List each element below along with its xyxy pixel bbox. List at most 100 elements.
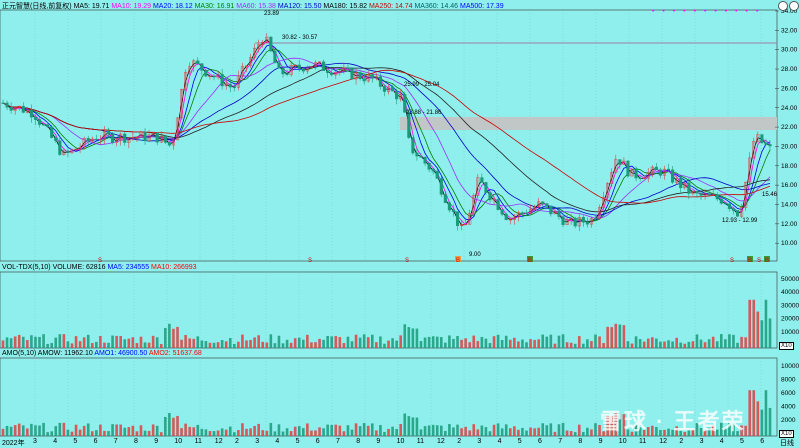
candle-body <box>175 117 180 141</box>
last-annotation: 15.46 <box>762 192 778 198</box>
month-label: 10 <box>396 438 405 445</box>
volume-bar <box>220 340 224 348</box>
amo-bar <box>444 430 447 436</box>
volume-bar <box>529 339 532 348</box>
volume-bar <box>752 299 756 348</box>
volume-bar <box>70 343 74 348</box>
candle-body <box>326 70 330 74</box>
candle-body <box>569 218 573 220</box>
volume-bar <box>573 343 577 348</box>
volume-bar <box>216 342 220 348</box>
candle-body <box>439 178 443 195</box>
candle-body <box>1 102 5 104</box>
zoom-in-button[interactable] <box>778 1 788 11</box>
amo-bar <box>659 429 662 436</box>
volume-unit-label: X10 <box>779 342 794 350</box>
volume-bar <box>423 337 427 348</box>
legend-item: MA500: 17.39 <box>458 3 504 10</box>
volume-bar <box>492 336 496 348</box>
candle-body <box>58 140 62 155</box>
amo-bar <box>322 428 325 436</box>
month-label: 4 <box>497 438 502 445</box>
volume-bar <box>241 334 244 348</box>
price-tick: 20.00 <box>781 143 798 150</box>
candle-body <box>484 182 488 193</box>
month-label: 2 <box>457 438 462 445</box>
candle-body <box>115 139 119 143</box>
volume-bar <box>606 326 609 348</box>
volume-bar <box>569 342 573 348</box>
candle-body <box>520 212 524 214</box>
amo-bar <box>517 429 520 436</box>
month-label: 5 <box>517 438 522 445</box>
candle-body <box>549 205 553 215</box>
volume-bar <box>346 336 350 348</box>
ma-line <box>2 62 771 216</box>
candle-body <box>447 202 451 211</box>
amo-bar <box>74 424 78 436</box>
volume-bar <box>500 339 504 348</box>
candle-body <box>382 86 387 92</box>
amo-bar <box>472 424 476 436</box>
buy-marker <box>764 256 770 262</box>
volume-bar <box>602 343 605 348</box>
signal-marker-label: S <box>98 258 102 264</box>
amo-bar <box>123 427 127 436</box>
volume-bar <box>683 343 687 348</box>
amo-tick: 10000 <box>781 363 799 370</box>
candle-body <box>764 142 768 145</box>
amo-bar <box>711 425 715 436</box>
volume-bar <box>399 335 403 348</box>
volume-bar <box>66 341 70 348</box>
volume-bar <box>184 334 187 348</box>
amo-bar <box>34 425 37 436</box>
candle-body <box>634 169 638 179</box>
volume-bar <box>273 343 277 348</box>
candle-body <box>455 211 460 226</box>
candle-body <box>163 135 167 143</box>
candle-body <box>740 207 744 217</box>
volume-bar <box>289 342 293 348</box>
candle-body <box>524 212 529 215</box>
volume-bar <box>30 335 33 348</box>
volume-bar <box>350 341 354 348</box>
candle-body <box>180 89 184 119</box>
volume-tick: 50000 <box>781 276 799 283</box>
candle-body <box>687 182 691 194</box>
candle-body <box>630 169 634 177</box>
amo-bar <box>127 427 131 436</box>
legend-item: MA120: 15.50 <box>275 3 322 10</box>
price-panel-header: 正元智慧(日线,前复权) MA5: 19.71 MA10: 19.29 MA20… <box>2 1 504 11</box>
candle-body <box>309 66 313 69</box>
volume-bar <box>435 336 439 348</box>
volume-bar <box>362 334 366 348</box>
volume-bar <box>168 323 171 348</box>
zoom-out-button[interactable] <box>789 1 799 11</box>
volume-bar <box>448 335 451 348</box>
volume-bar <box>155 337 159 348</box>
price-tick: 28.00 <box>781 66 798 73</box>
volume-bar <box>484 338 488 348</box>
signal-marker-label: B <box>748 258 752 264</box>
price-tick: 34.00 <box>781 8 798 15</box>
amo-bar <box>354 423 358 436</box>
amo-bar <box>188 426 191 436</box>
volume-bar <box>610 327 614 348</box>
volume-bar <box>99 336 102 348</box>
volume-bar <box>383 343 386 348</box>
volume-bar <box>5 337 9 348</box>
amo-bar <box>760 409 764 436</box>
candle-body <box>374 76 378 79</box>
amo-bar <box>261 430 265 436</box>
volume-bar <box>586 339 589 348</box>
amo-bar <box>265 430 269 436</box>
amo-bar <box>103 430 106 436</box>
volume-bar <box>444 342 447 348</box>
amo-bar <box>159 432 163 436</box>
volume-bar <box>13 336 17 348</box>
low-annotation: 9.00 <box>469 252 481 258</box>
candle-body <box>516 212 520 218</box>
high-annotation: 23.89 <box>264 11 280 17</box>
